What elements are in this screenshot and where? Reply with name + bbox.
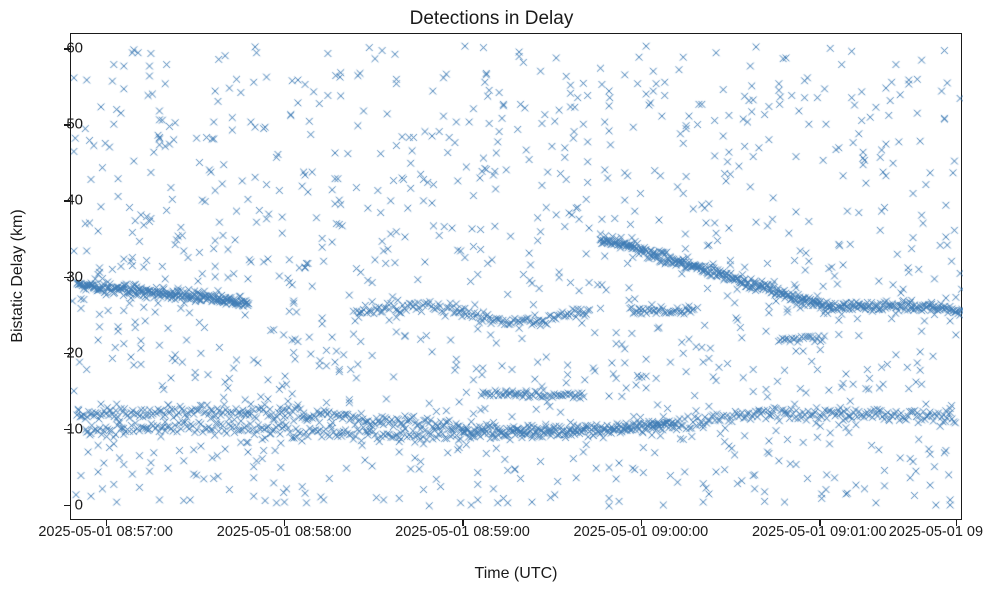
x-tick-label-3: 2025-05-01 09:00:00 (574, 524, 709, 540)
x-tick-label-4: 2025-05-01 09:01:00 (752, 524, 887, 540)
x-axis-label: Time (UTC) (475, 565, 558, 583)
y-tick-label-30: 30 (33, 268, 83, 285)
chart-title: Detections in Delay (0, 8, 983, 30)
y-tick-label-40: 40 (33, 192, 83, 209)
x-tick-label-1: 2025-05-01 08:58:00 (217, 524, 352, 540)
y-tick-label-10: 10 (33, 420, 83, 437)
x-tick-label-0: 2025-05-01 08:57:00 (38, 524, 173, 540)
y-tick-label-50: 50 (33, 116, 83, 133)
chart-container: Detections in Delay Bistatic Delay (km) … (0, 0, 983, 590)
x-tick-label-5: 2025-05-01 09:02:00 (889, 524, 983, 540)
scatter-canvas (71, 34, 963, 521)
y-tick-label-60: 60 (33, 40, 83, 57)
y-tick-label-0: 0 (33, 496, 83, 513)
plot-area (70, 33, 962, 520)
x-tick-label-2: 2025-05-01 08:59:00 (395, 524, 530, 540)
y-tick-label-20: 20 (33, 344, 83, 361)
y-axis-label: Bistatic Delay (km) (9, 209, 27, 342)
